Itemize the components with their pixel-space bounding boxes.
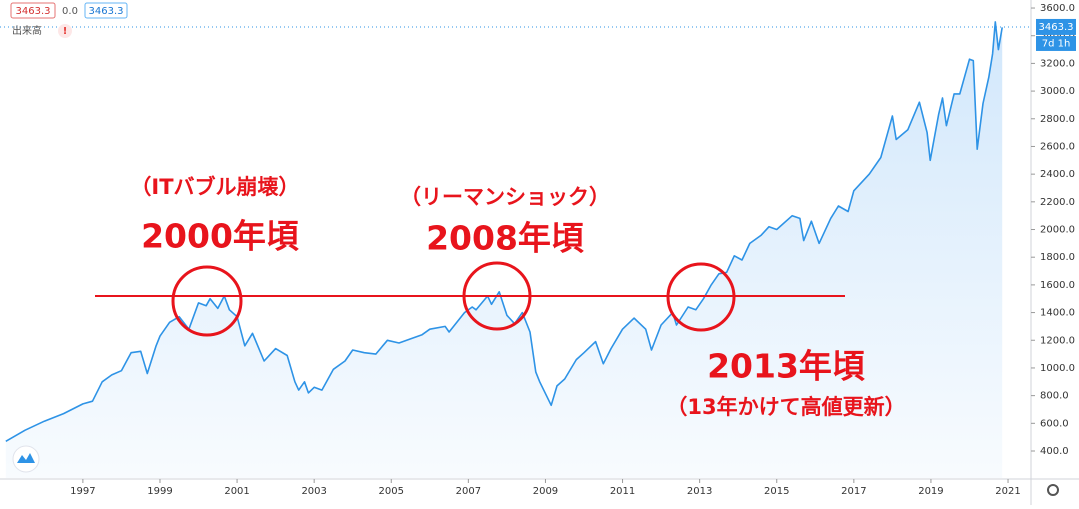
y-tick-label: 2800.0 — [1040, 114, 1075, 125]
x-tick-label: 1999 — [147, 486, 172, 497]
y-tick-label: 2200.0 — [1040, 197, 1075, 208]
annotation: 2013年頃 — [707, 347, 865, 386]
highlight-circle — [666, 262, 736, 332]
warning-icon[interactable]: ! — [63, 26, 68, 37]
price-tag — [1036, 18, 1076, 35]
y-tick-label: 600.0 — [1040, 418, 1069, 429]
countdown-tag — [1036, 35, 1076, 51]
annotation: 2000年頃 — [141, 217, 299, 256]
plot-area — [0, 21, 1030, 479]
x-tick-label: 2013 — [687, 486, 712, 497]
annotation: （13年かけて高値更新） — [666, 395, 905, 419]
x-tick-label: 2019 — [918, 486, 943, 497]
line — [5, 21, 1003, 442]
y-tick-label: 1800.0 — [1040, 252, 1075, 263]
logo[interactable] — [17, 453, 35, 463]
x-tick-label: 2005 — [379, 486, 404, 497]
y-tick-label: 3200.0 — [1040, 58, 1075, 69]
x-tick-label: 2015 — [764, 486, 789, 497]
header-value: 3463.3 — [89, 6, 124, 17]
x-tick-label: 2011 — [610, 486, 635, 497]
highlight-circle — [171, 265, 243, 337]
warning-icon[interactable] — [58, 24, 72, 38]
x-tick-label: 2001 — [224, 486, 249, 497]
y-tick-label: 400.0 — [1040, 446, 1069, 457]
annotation: 2008年頃 — [426, 219, 584, 258]
y-tick-label: 1600.0 — [1040, 280, 1075, 291]
x-tick-label: 1997 — [70, 486, 95, 497]
y-tick-label: 2600.0 — [1040, 141, 1075, 152]
value-box — [84, 2, 128, 19]
countdown-label: 7d 1h — [1042, 38, 1071, 49]
header-value: 3463.3 — [16, 6, 51, 17]
y-tick-label: 1400.0 — [1040, 308, 1075, 319]
value-box — [10, 2, 56, 19]
y-tick-label: 800.0 — [1040, 391, 1069, 402]
x-tick-label: 2003 — [301, 486, 326, 497]
y-tick-label: 1000.0 — [1040, 363, 1075, 374]
highlight-circle — [462, 261, 532, 331]
volume-label: 出来高 — [12, 24, 42, 37]
y-tick-label: 3600.0 — [1040, 3, 1075, 14]
y-tick-label: 3000.0 — [1040, 86, 1075, 97]
y-tick-label: 1200.0 — [1040, 335, 1075, 346]
logo[interactable] — [12, 445, 40, 473]
area — [5, 21, 1003, 479]
y-tick-label: 2000.0 — [1040, 225, 1075, 236]
y-tick-label: 2400.0 — [1040, 169, 1075, 180]
header-change: 0.0 — [62, 6, 78, 17]
annotation: （リーマンショック） — [400, 185, 610, 209]
price-tag-label: 3463.3 — [1039, 22, 1074, 33]
x-tick-label: 2021 — [995, 486, 1020, 497]
x-tick-label: 2009 — [533, 486, 558, 497]
x-tick-label: 2017 — [841, 486, 866, 497]
annotation: （ITバブル崩壊） — [130, 175, 299, 199]
x-tick-label: 2007 — [456, 486, 481, 497]
settings-icon[interactable] — [1047, 484, 1059, 496]
